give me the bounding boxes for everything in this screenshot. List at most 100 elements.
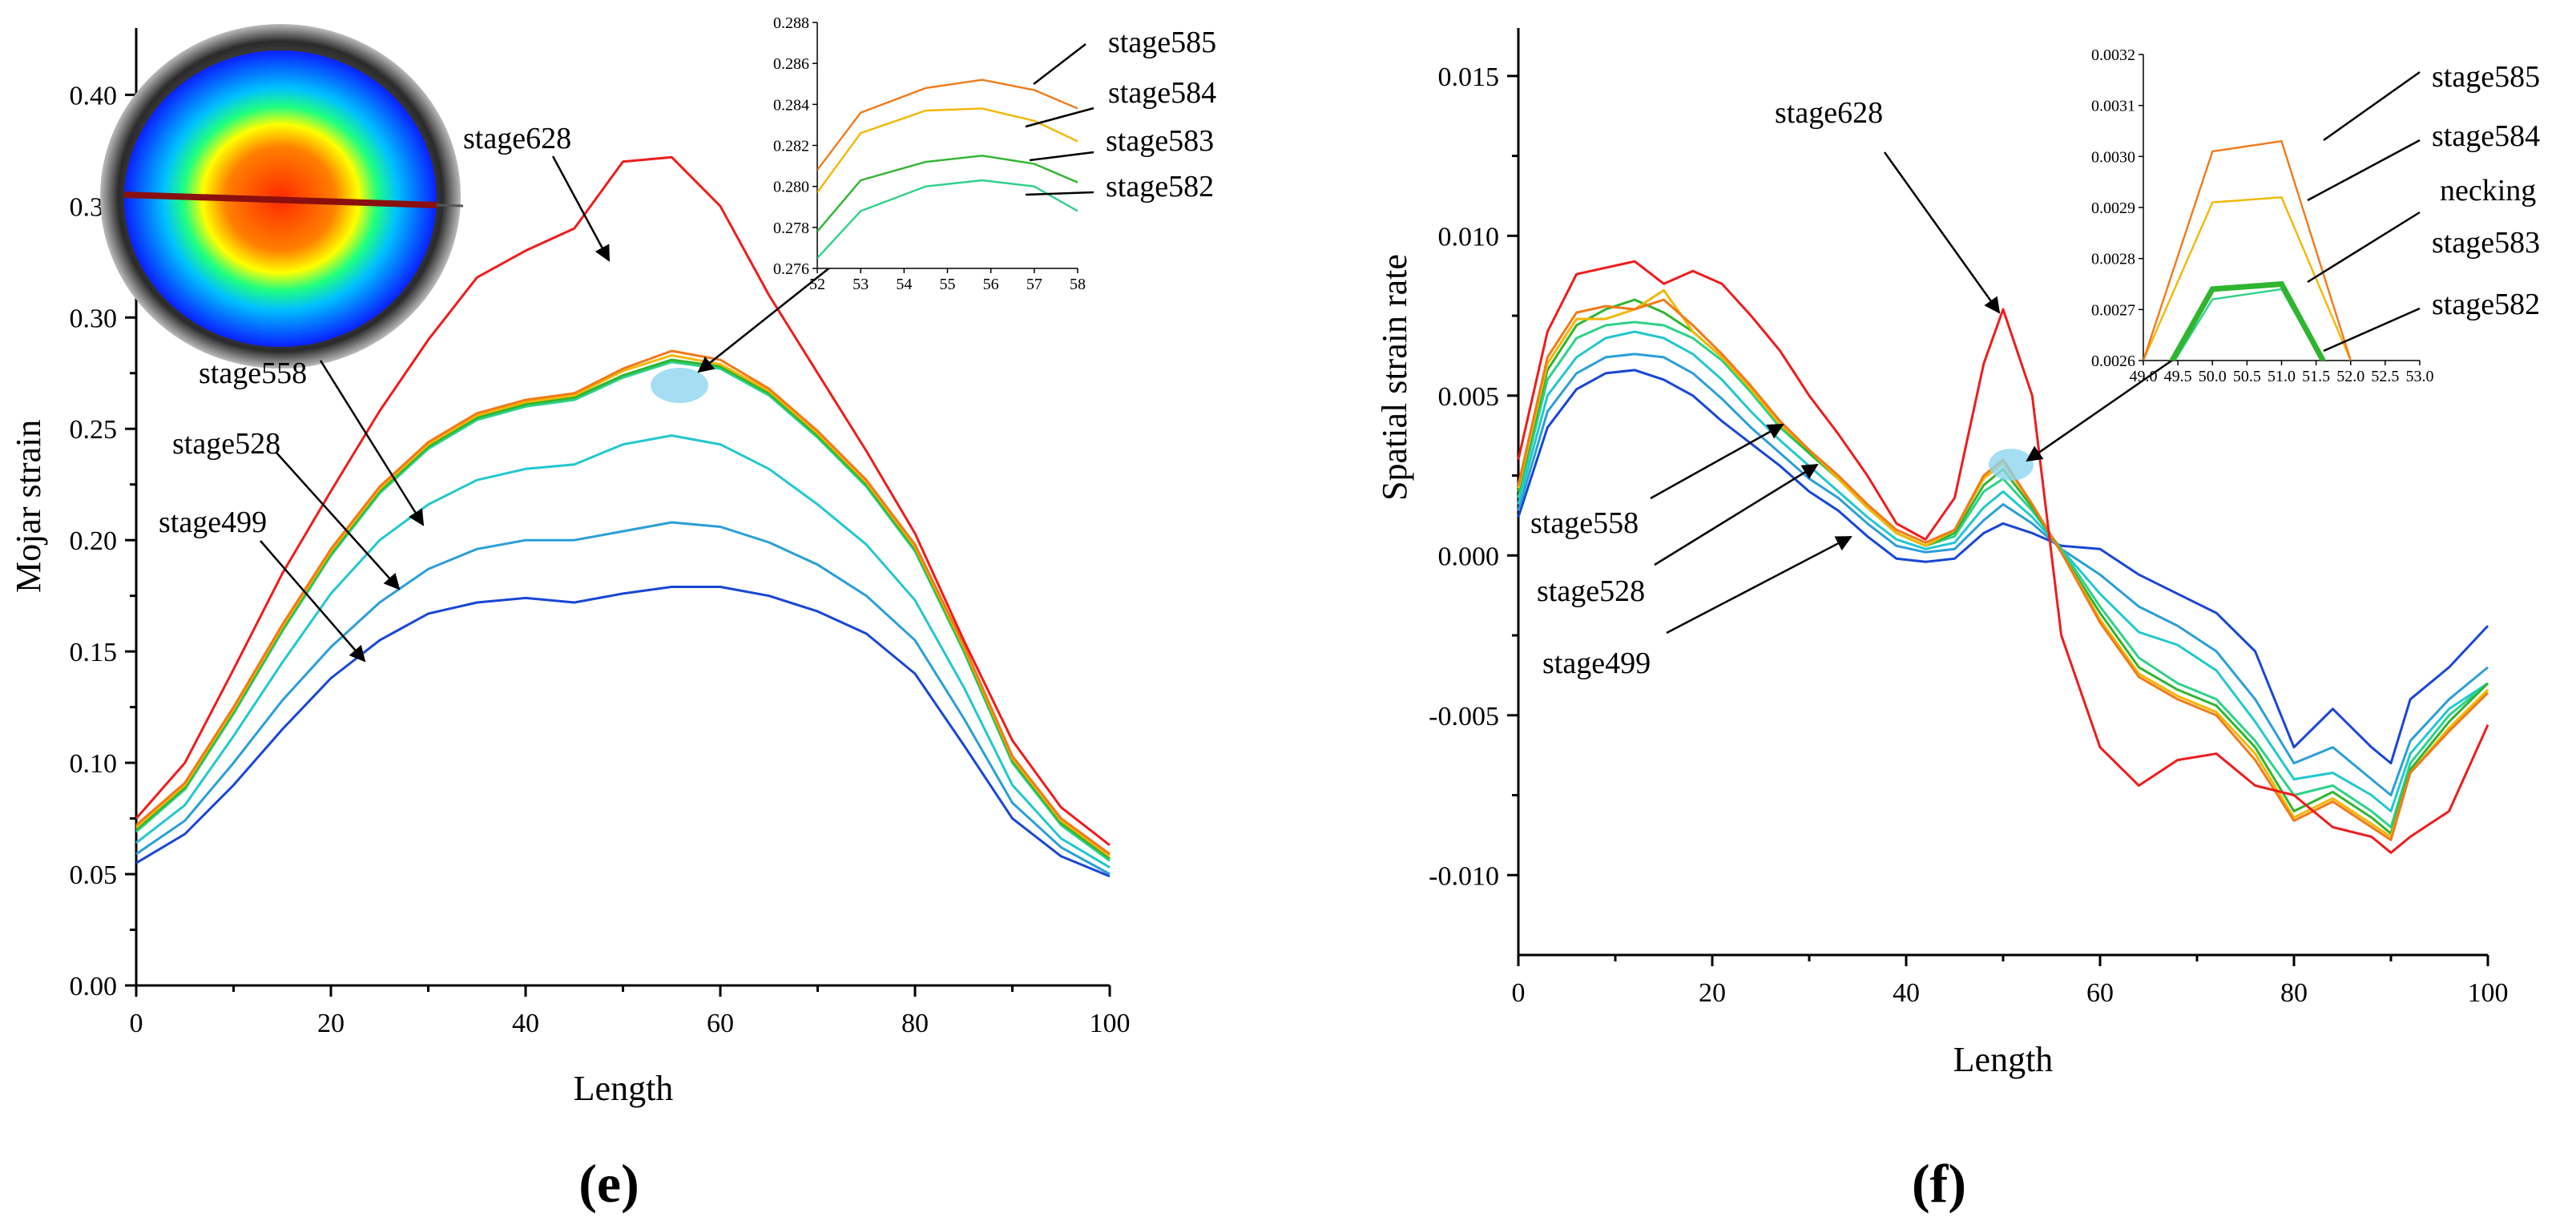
inset-f-pointer-582 (2323, 307, 2421, 353)
inset-y-tick-label: 0.0032 (2091, 46, 2135, 64)
inset-line-stage584 (817, 107, 1078, 194)
panel-f-label: (f) (1912, 1153, 1966, 1214)
inset-e-pointer-582 (1025, 191, 1094, 196)
inset-line-stage583 (2168, 280, 2327, 361)
y-tick-label: 0.20 (70, 526, 118, 556)
inset-x-tick-label: 51.5 (2302, 368, 2330, 385)
series-line-stage585 (135, 349, 1111, 856)
inset-line-stage585 (817, 79, 1078, 171)
y-tick-label: -0.010 (1429, 861, 1499, 891)
x-tick-label: 60 (707, 1009, 734, 1038)
inset-y-tick-label: 0.0030 (2091, 148, 2135, 166)
specimen-image (100, 24, 464, 369)
inset-x-tick-label: 53.0 (2406, 368, 2434, 385)
series-line-stage585 (1517, 298, 2489, 841)
inset-f-label-583: stage583 (2432, 226, 2540, 260)
inset-y-tick-label: 0.284 (773, 96, 809, 114)
inset-f-label-necking: necking (2440, 174, 2536, 208)
inset-e-pointer-584 (1025, 107, 1094, 128)
panel-f-ylabel: Spatial strain rate (1375, 254, 1414, 501)
y-tick-label: 0.010 (1438, 222, 1500, 252)
inset-e-label-584: stage584 (1108, 76, 1216, 110)
panel-f-axes: 0 20 40 60 80 100 -0.010 -0.005 0.000 0.005 0.010 0… (1429, 28, 2509, 1008)
series-line-stage558 (1517, 330, 2489, 812)
x-tick-label: 100 (1090, 1009, 1131, 1038)
label-f-stage628: stage628 (1775, 96, 1883, 130)
y-tick-label: 0.015 (1438, 62, 1500, 92)
inset-y-tick-label: 0.0029 (2091, 199, 2135, 217)
label-f-stage499: stage499 (1542, 647, 1651, 680)
y-tick-label: 0.00 (70, 972, 118, 1001)
inset-line-stage585 (2143, 139, 2352, 361)
panel-f-annotations: stage628 stage558 stage528 stage499 (1530, 96, 2184, 680)
inset-y-tick-label: 0.288 (773, 14, 809, 32)
arrow-f-stage628 (1883, 151, 2001, 314)
panel-f-xlabel: Length (1953, 1040, 2054, 1079)
arrow-stage528 (276, 452, 401, 590)
label-f-stage558: stage558 (1530, 506, 1639, 540)
inset-line-stage583 (817, 155, 1078, 232)
arrow-stage499 (260, 540, 366, 663)
arrow-to-inset-f (2026, 351, 2184, 462)
arrow-stage558 (319, 360, 425, 526)
x-tick-label: 40 (1893, 978, 1920, 1008)
inset-f-pointer-necking (2307, 211, 2421, 284)
inset-f-pointer-585 (2323, 71, 2421, 142)
inset-background (817, 22, 1078, 268)
panel-f-peak-highlight (1989, 449, 2034, 481)
arrow-f-stage558 (1650, 423, 1784, 500)
panel-f-inset-labels: stage585 stage584 necking stage583 stage… (2307, 60, 2540, 353)
y-tick-label: 0.25 (70, 415, 118, 445)
y-tick-label: 0.005 (1438, 382, 1500, 412)
panel-f-inset: 49.0 49.5 50.0 50.5 51.0 51.5 52.0 52.5 53.0 0.00… (2091, 46, 2434, 385)
panel-e-inset-labels: stage585 stage584 stage583 stage582 (1025, 26, 1216, 203)
panel-f: 0 20 40 60 80 100 -0.010 -0.005 0.000 0.005 0.010 0… (1375, 28, 2540, 1214)
x-tick-label: 100 (2468, 978, 2509, 1008)
inset-x-tick-label: 54 (896, 276, 912, 293)
series-line-stage584 (135, 354, 1111, 858)
inset-x-tick-label: 49.5 (2164, 368, 2192, 385)
inset-x-tick-label: 58 (1070, 276, 1086, 293)
label-stage558: stage558 (199, 357, 307, 390)
y-tick-label: -0.005 (1429, 702, 1499, 731)
series-line-stage628 (135, 155, 1111, 847)
panel-e: 0 20 40 60 80 100 0.00 0.05 0.10 0.15 0.20 0.25 0.30… (9, 14, 1216, 1214)
y-tick-label: 0.40 (70, 81, 118, 111)
inset-y-tick-label: 0.276 (773, 260, 809, 278)
label-stage528: stage528 (172, 427, 280, 461)
inset-x-tick-label: 49.0 (2130, 368, 2158, 385)
inset-y-tick-label: 0.0027 (2091, 301, 2135, 319)
arrow-f-stage499 (1666, 535, 1852, 635)
inset-x-tick-label: 50.5 (2233, 368, 2261, 385)
label-stage628: stage628 (463, 122, 571, 155)
panel-e-peak-highlight (651, 368, 708, 403)
inset-y-tick-label: 0.0028 (2091, 251, 2135, 268)
x-tick-label: 0 (130, 1009, 143, 1038)
inset-y-tick-label: 0.0026 (2091, 353, 2135, 370)
arrow-stage628 (551, 155, 611, 262)
x-tick-label: 40 (512, 1009, 539, 1038)
series-line-stage582 (1517, 320, 2489, 828)
panel-e-series (135, 155, 1111, 878)
inset-y-tick-label: 0.282 (773, 138, 809, 155)
panel-e-label: (e) (578, 1153, 639, 1214)
inset-f-label-584: stage584 (2432, 119, 2540, 153)
inset-series (817, 79, 1078, 260)
inset-x-tick-label: 52.5 (2371, 368, 2399, 385)
inset-x-tick-label: 55 (940, 276, 956, 293)
series-line-stage528 (135, 521, 1111, 876)
panel-e-annotations: stage628 stage558 stage528 stage499 (159, 122, 890, 663)
inset-y-tick-label: 0.280 (773, 179, 809, 196)
inset-f-label-582: stage582 (2432, 288, 2540, 321)
inset-x-tick-label: 56 (983, 276, 999, 293)
x-tick-label: 80 (901, 1009, 929, 1038)
panel-f-series (1517, 260, 2489, 854)
inset-line-stage582 (817, 179, 1078, 260)
series-line-stage528 (1517, 353, 2489, 796)
x-tick-label: 0 (1512, 978, 1526, 1008)
inset-y-tick-label: 0.0031 (2091, 98, 2135, 115)
inset-e-label-583: stage583 (1106, 124, 1214, 158)
inset-x-tick-label: 51.0 (2268, 368, 2296, 385)
x-tick-label: 80 (2280, 978, 2308, 1008)
